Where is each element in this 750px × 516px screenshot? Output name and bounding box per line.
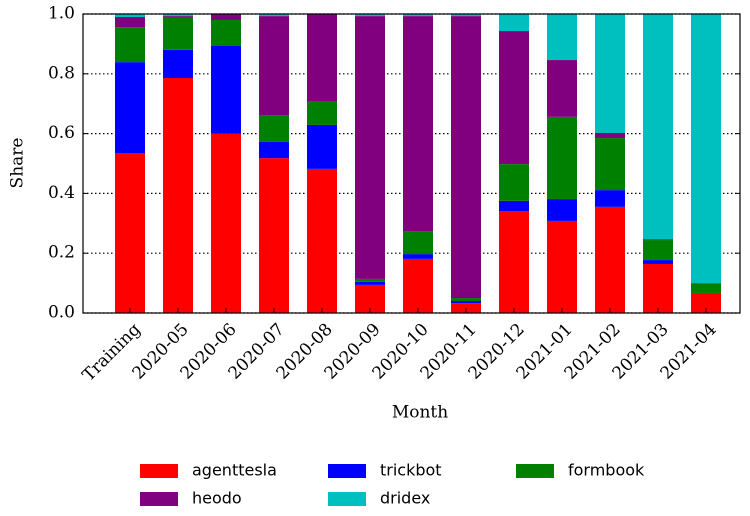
bar-segment [307,124,337,169]
legend-label: formbook [568,461,645,480]
bar-segment [355,281,385,285]
bar-segment [643,263,673,313]
bar-segment [259,158,289,313]
bar-segment [115,62,145,154]
y-tick-label: 0.6 [48,123,75,143]
bar-segment [499,211,529,313]
bar-segment [403,254,433,259]
y-tick-label: 1.0 [48,4,75,24]
y-tick-label: 0.0 [48,303,75,323]
bar-segment [307,101,337,125]
bar-segment [355,278,385,282]
bar-segment [403,231,433,255]
bar-segment [547,199,577,221]
bar-segment [547,60,577,117]
bar-segment [307,168,337,313]
bar-segment [643,240,673,261]
bar-segment [307,14,337,102]
bar-segment [403,258,433,313]
bar-segment [163,49,193,78]
bar-segment [355,14,385,17]
bar-segment [547,14,577,61]
bar-segment [163,16,193,18]
bar-segment [211,19,241,46]
bar-segment [499,14,529,32]
legend-swatch [516,464,554,478]
bar-segment [595,133,625,139]
bar-segment [211,133,241,313]
legend-label: agenttesla [192,461,277,480]
bar-segment [595,190,625,207]
bar-segment [643,14,673,240]
bar-segment [499,200,529,212]
y-axis-label: Share [8,138,28,189]
bar-segment [163,14,193,17]
bar-segment [643,239,673,241]
bar-segment [115,27,145,63]
bar-segment [259,14,289,17]
legend-swatch [328,464,366,478]
bar-segment [451,16,481,299]
y-tick-label: 0.8 [48,63,75,83]
legend-label: trickbot [380,461,442,480]
bar-segment [595,206,625,313]
bar-segment [403,14,433,17]
bar-segment [211,45,241,134]
y-tick-label: 0.2 [48,243,75,263]
bar-segment [115,153,145,313]
bar-segment [691,283,721,293]
bar-segment [211,14,241,20]
x-axis-label: Month [392,403,448,423]
bar-segment [163,77,193,314]
bar-segment [403,16,433,232]
legend-swatch [328,492,366,506]
bar-segment [259,16,289,116]
bar-segment [259,115,289,142]
bar-segment [115,16,145,28]
bar-segment [355,16,385,279]
bar-segment [691,292,721,313]
legend-swatch [140,492,178,506]
bar-segment [115,14,145,17]
bar-segment [547,116,577,200]
y-tick-label: 0.4 [48,183,75,203]
legend-swatch [140,464,178,478]
bar-segment [499,164,529,201]
legend-label: heodo [192,489,242,508]
bar-segment [163,17,193,50]
plot-frame [82,13,741,314]
bar-segment [451,298,481,302]
bar-segment [595,138,625,191]
bar-segment [451,14,481,17]
bar-segment [499,31,529,165]
bar-segment [547,220,577,313]
legend-label: dridex [380,489,430,508]
bar-segment [259,141,289,159]
bar-segment [595,14,625,134]
bar-segment [451,301,481,304]
bar-segment [691,14,721,284]
bar-segment [643,260,673,264]
